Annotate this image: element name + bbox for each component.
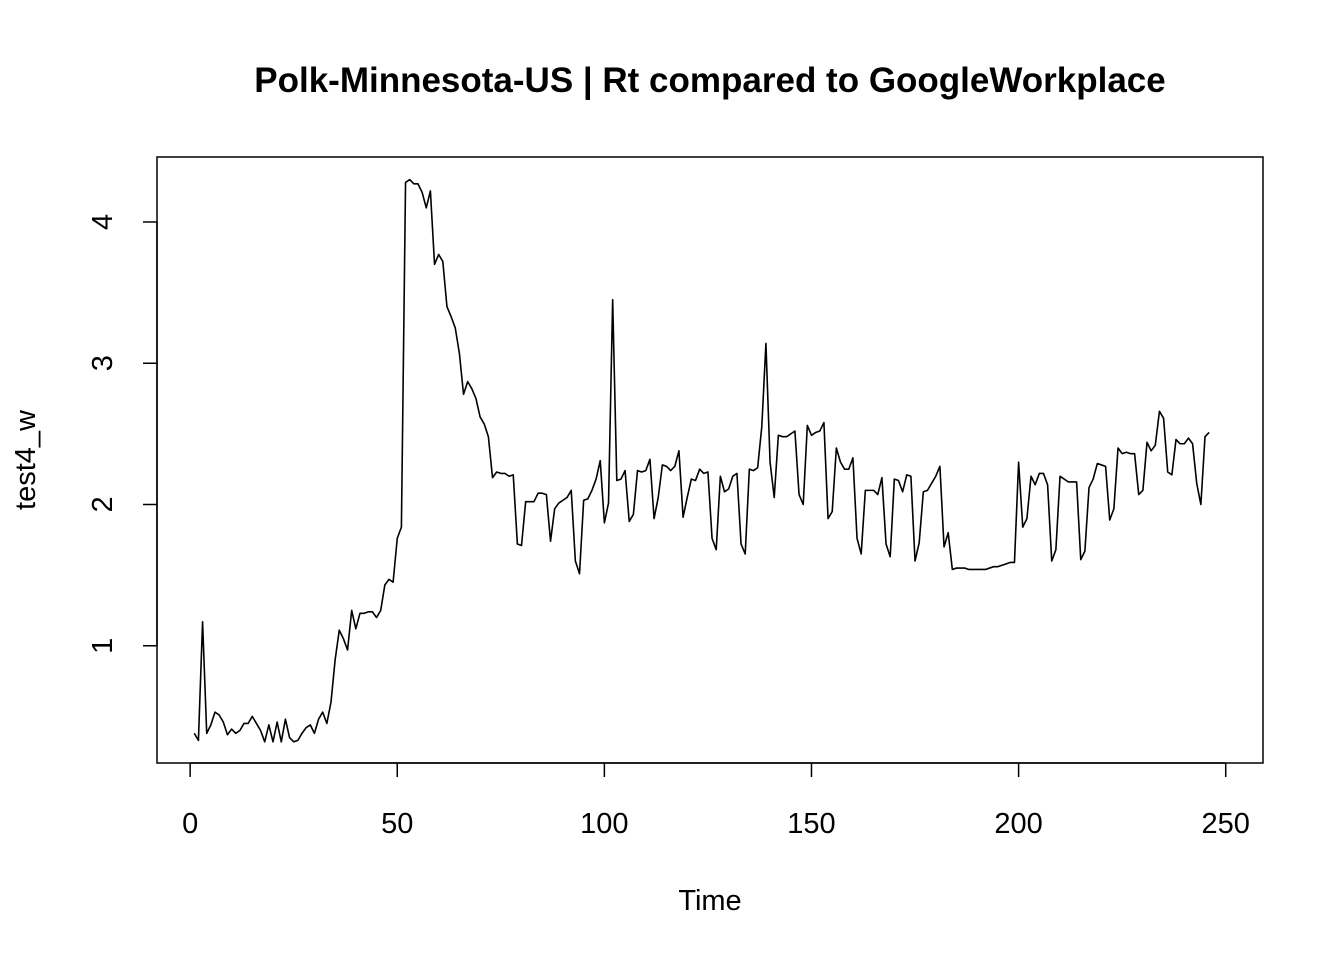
y-axis: 1 2 3 4 bbox=[87, 214, 158, 654]
x-tick-label: 0 bbox=[182, 808, 198, 840]
x-tick-label: 50 bbox=[381, 808, 413, 840]
x-tick-label: 200 bbox=[994, 808, 1042, 840]
series-line bbox=[193, 178, 1210, 743]
x-tick-label: 250 bbox=[1202, 808, 1250, 840]
x-tick-label: 150 bbox=[787, 808, 835, 840]
plot-frame bbox=[156, 156, 1264, 764]
y-tick-label: 1 bbox=[87, 638, 119, 654]
y-axis-label: test4_w bbox=[10, 409, 42, 510]
chart-title: Polk-Minnesota-US | Rt compared to Googl… bbox=[254, 61, 1166, 100]
y-tick-label: 2 bbox=[87, 496, 119, 512]
data-points bbox=[193, 178, 1211, 743]
x-tick-label: 100 bbox=[580, 808, 628, 840]
y-tick-label: 3 bbox=[87, 355, 119, 371]
y-tick-label: 4 bbox=[87, 214, 119, 230]
x-axis: 0 50 100 150 200 250 bbox=[182, 762, 1250, 840]
x-axis-label: Time bbox=[678, 885, 741, 917]
